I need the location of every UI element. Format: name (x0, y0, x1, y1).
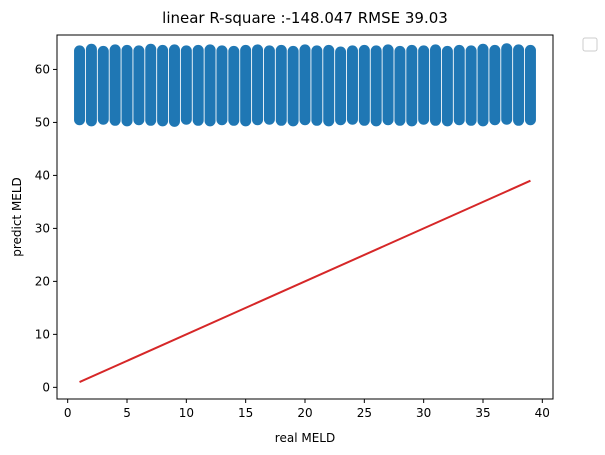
y-tick-label: 10 (35, 327, 50, 341)
y-axis-label: predict MELD (10, 177, 24, 257)
y-tick-label: 50 (35, 115, 50, 129)
x-tick-label: 30 (416, 406, 431, 420)
x-axis-ticks: 0 5 10 15 20 25 30 35 40 (64, 399, 550, 420)
x-axis-label: real MELD (275, 431, 335, 445)
y-tick-label: 0 (42, 380, 50, 394)
x-tick-label: 10 (179, 406, 194, 420)
x-tick-label: 20 (297, 406, 312, 420)
legend-box (582, 37, 598, 52)
fit-line-series (79, 179, 531, 383)
x-tick-label: 0 (64, 406, 72, 420)
y-tick-label: 60 (35, 62, 50, 76)
x-tick-label: 25 (357, 406, 372, 420)
x-tick-label: 15 (238, 406, 253, 420)
y-tick-label: 30 (35, 221, 50, 235)
legend (582, 37, 598, 52)
x-tick-label: 5 (123, 406, 131, 420)
chart-title: linear R-square :-148.047 RMSE 39.03 (162, 9, 448, 27)
y-tick-label: 20 (35, 274, 50, 288)
y-tick-label: 40 (35, 168, 50, 182)
fit-line (79, 179, 531, 383)
x-tick-label: 40 (535, 406, 550, 420)
x-tick-label: 35 (475, 406, 490, 420)
scatter-series (74, 43, 536, 127)
y-axis-ticks: 0 10 20 30 40 50 60 (35, 62, 57, 394)
